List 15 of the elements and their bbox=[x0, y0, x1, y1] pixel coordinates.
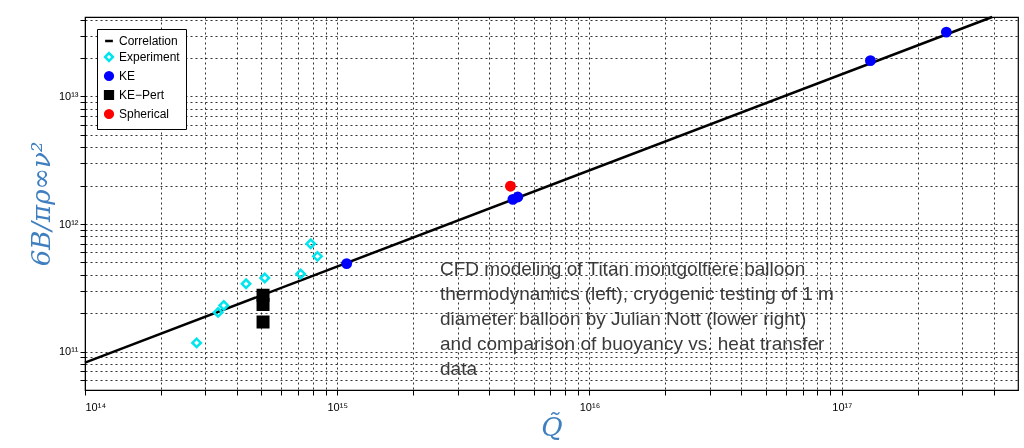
x-tick-label: 10¹⁴ bbox=[85, 400, 107, 413]
y-tick-label: 10¹¹ bbox=[58, 345, 79, 358]
legend-label: Experiment bbox=[119, 50, 181, 64]
y-axis-title: 6B/πρ∞ν² bbox=[25, 141, 56, 267]
x-tick-label: 10¹⁷ bbox=[832, 400, 853, 413]
annotation: CFD modeling of Titan montgolfière balloon thermodynamics (left), cryogenic testing of 1 m diameter balloon by Julian Nott (lower right) and comparison of buoyancy vs. heat transfer data bbox=[440, 258, 834, 379]
x-tick-label: 10¹⁵ bbox=[327, 400, 348, 413]
y-tick-label: 10¹² bbox=[58, 217, 79, 230]
x-axis-title: Q̃ bbox=[541, 411, 563, 442]
y-tick-label: 10¹³ bbox=[58, 90, 79, 102]
legend-label: KE−Pert bbox=[119, 88, 165, 102]
legend-label: KE bbox=[119, 69, 136, 83]
x-tick-label: 10¹⁶ bbox=[579, 400, 601, 413]
legend-label: Correlation bbox=[119, 34, 178, 48]
legend-label: Spherical bbox=[119, 107, 170, 121]
